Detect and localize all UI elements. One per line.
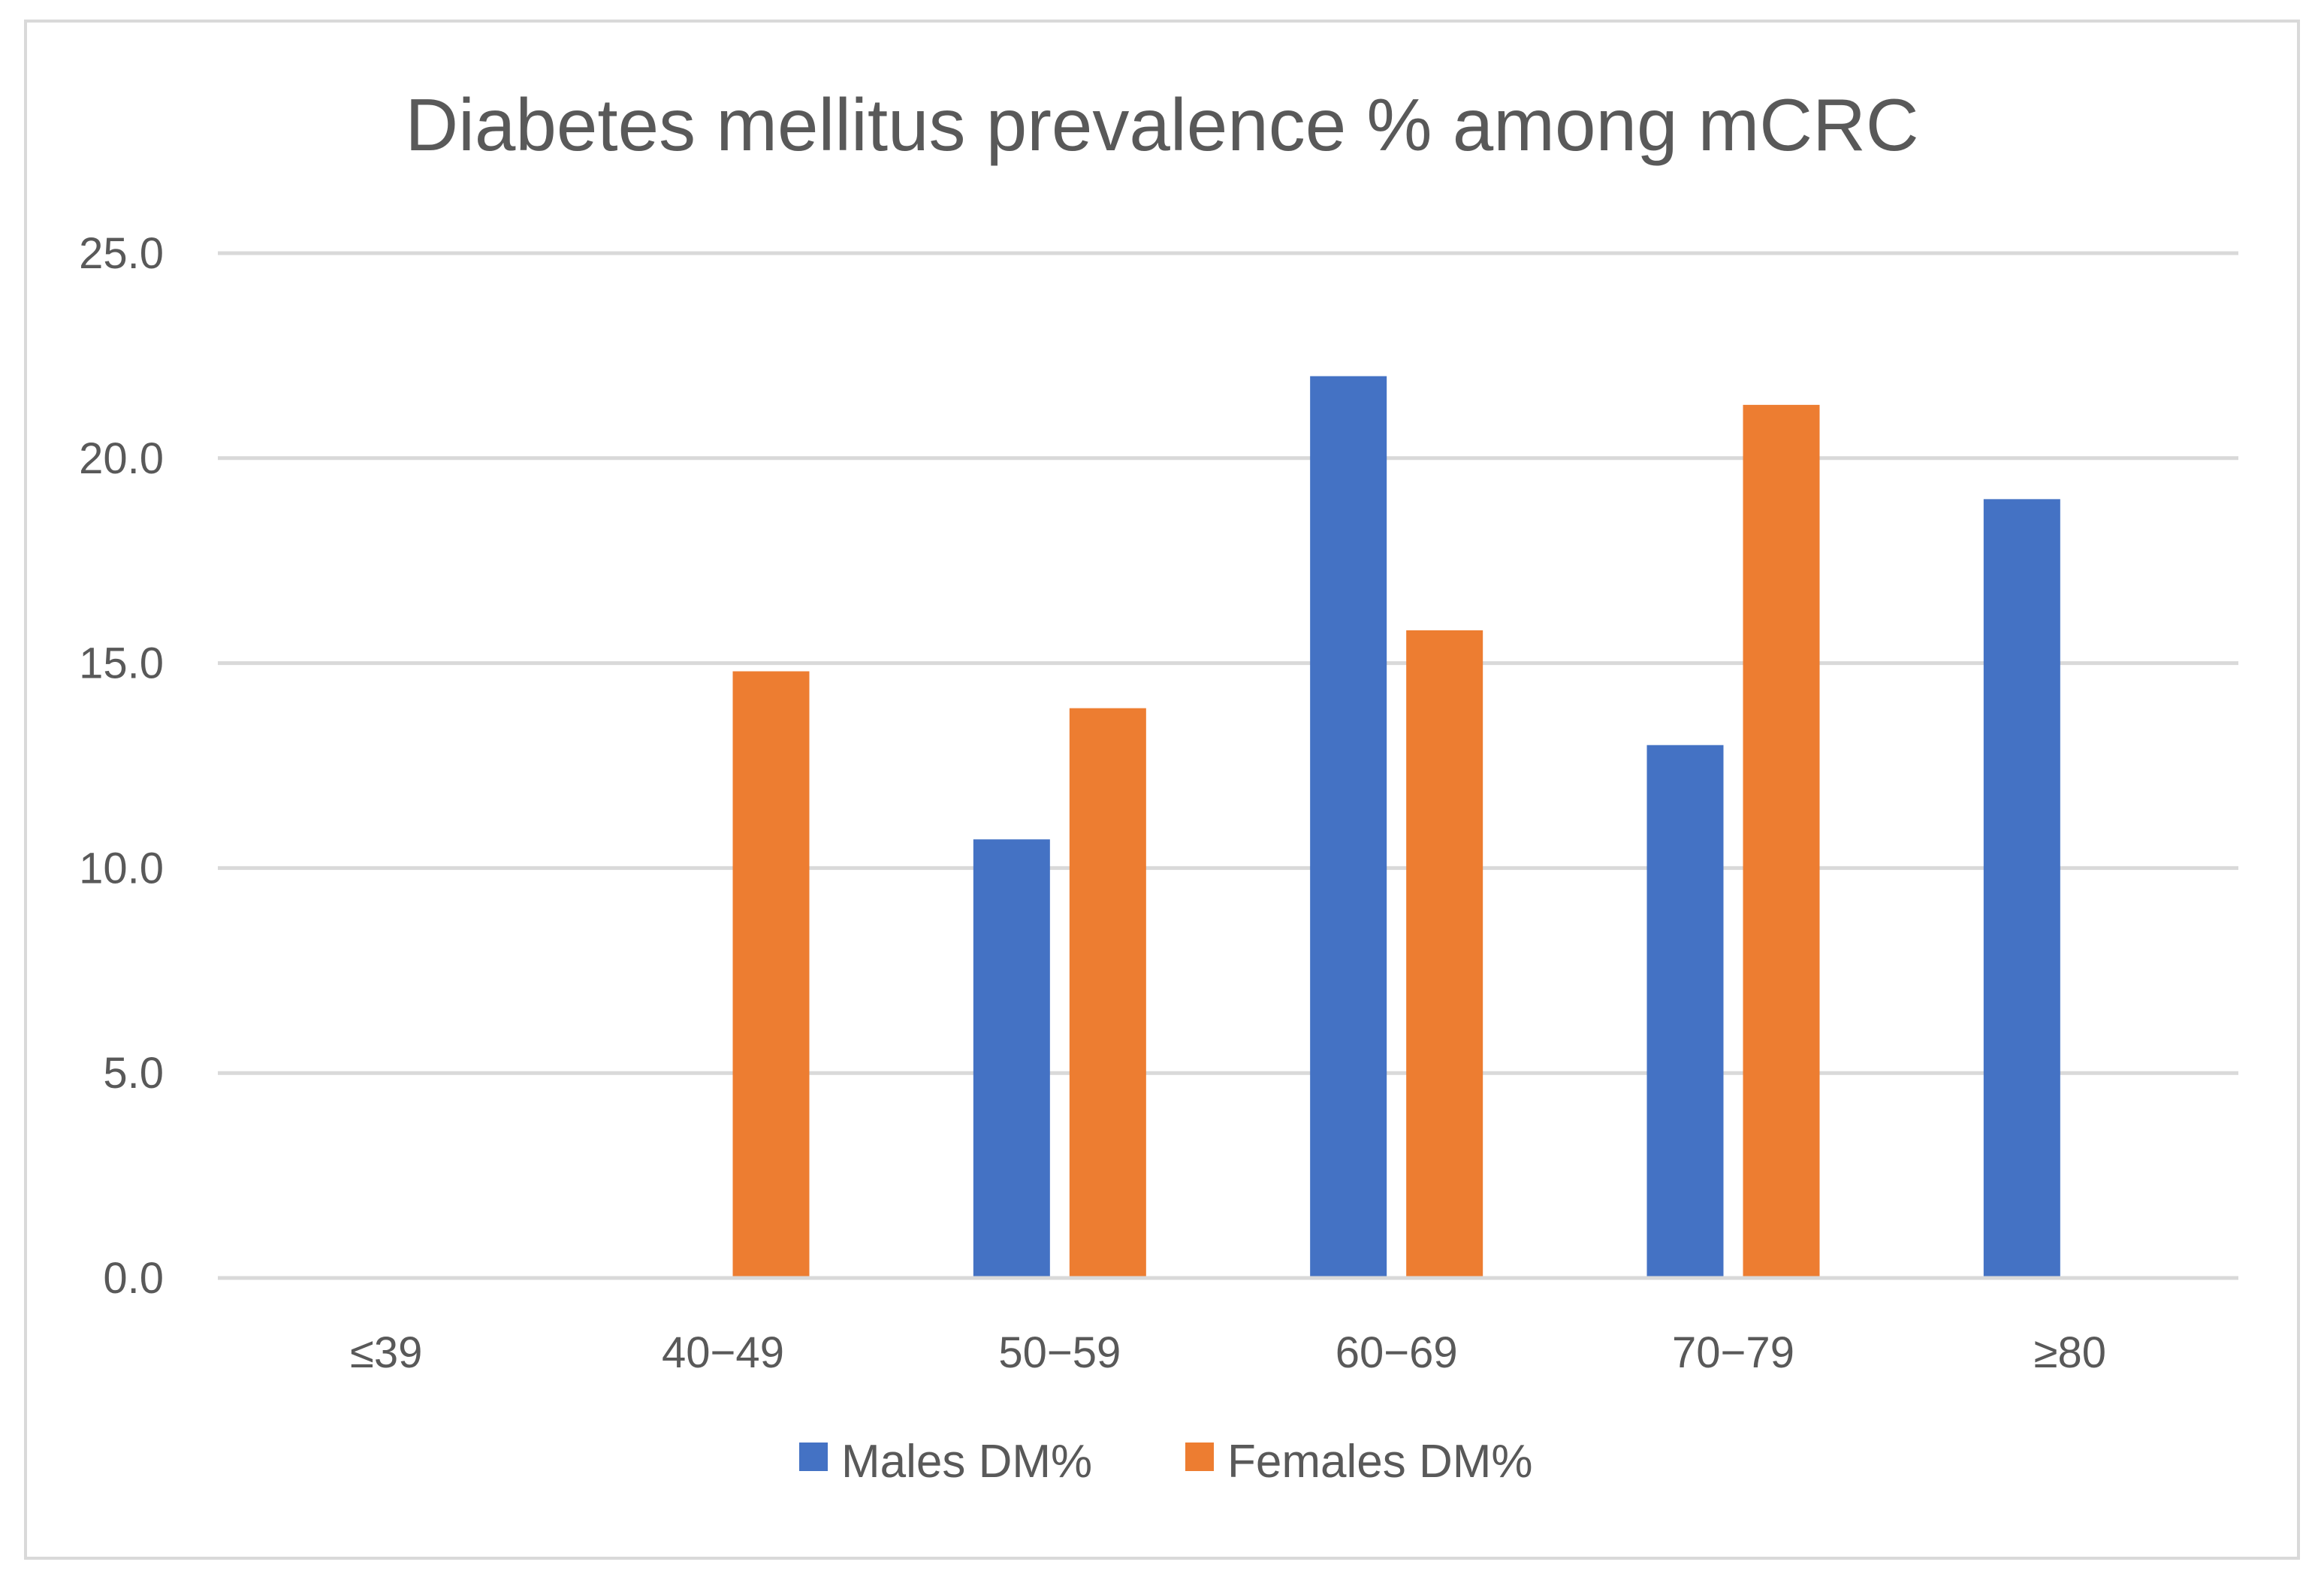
chart-frame [24, 20, 2300, 1560]
x-tick-label: 50−59 [998, 1328, 1121, 1377]
y-tick-label: 5.0 [103, 1049, 164, 1098]
y-tick-label: 0.0 [103, 1254, 164, 1303]
bar-females-2 [1069, 708, 1146, 1278]
bar-females-4 [1743, 404, 1820, 1278]
x-tick-label: 40−49 [662, 1328, 784, 1377]
bar-females-3 [1406, 630, 1483, 1278]
x-tick-label: 70−79 [1672, 1328, 1794, 1377]
x-axis-tick-labels: ≤39 40−49 50−59 60−69 70−79 ≥80 [350, 1328, 2106, 1377]
legend-swatch [799, 1443, 828, 1471]
bars [218, 376, 2238, 1280]
bar-males-5 [1983, 499, 2060, 1278]
x-tick-label: ≤39 [350, 1328, 422, 1377]
y-tick-label: 15.0 [79, 639, 164, 688]
y-tick-label: 10.0 [79, 844, 164, 893]
gridlines [218, 251, 2238, 1280]
legend-label: Males DM% [841, 1436, 1092, 1488]
legend-swatch [1185, 1443, 1214, 1471]
y-axis-tick-labels: 0.0 5.0 10.0 15.0 20.0 25.0 [79, 229, 164, 1303]
x-tick-label: ≥80 [2034, 1328, 2106, 1377]
y-tick-label: 20.0 [79, 434, 164, 483]
chart-title: Diabetes mellitus prevalence % among mCR… [405, 83, 1918, 166]
bar-males-4 [1646, 745, 1724, 1278]
legend-label: Females DM% [1227, 1436, 1533, 1488]
bar-females-1 [732, 671, 810, 1278]
bar-males-3 [1310, 376, 1387, 1279]
legend: Males DM% Females DM% [799, 1436, 1533, 1488]
x-tick-label: 60−69 [1336, 1328, 1458, 1377]
bar-males-2 [973, 839, 1050, 1278]
y-tick-label: 25.0 [79, 229, 164, 278]
